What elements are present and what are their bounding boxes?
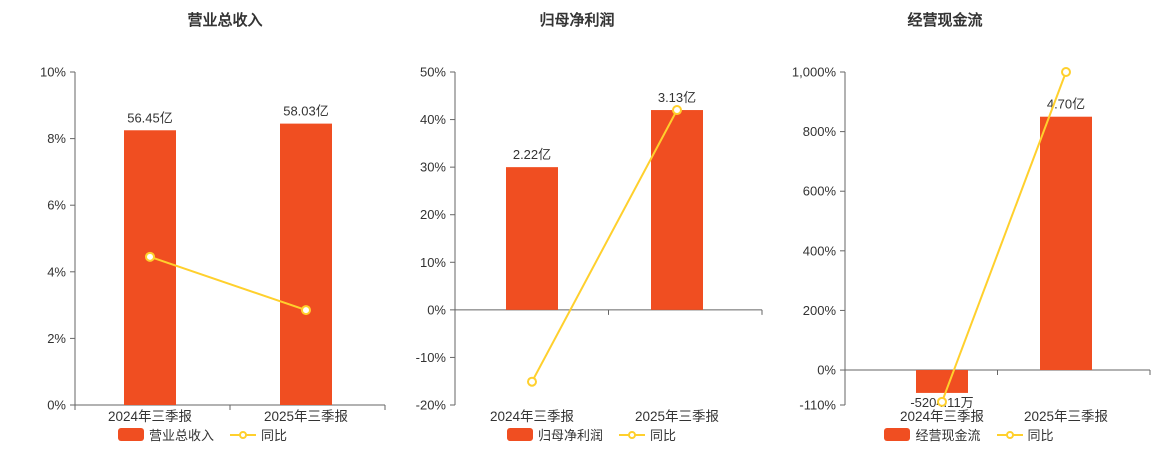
- x-category-label: 2025年三季报: [635, 409, 719, 424]
- legend-item-line-series[interactable]: 同比: [996, 425, 1054, 444]
- bar: [651, 110, 703, 310]
- chart-title: 经营现金流: [907, 12, 983, 29]
- bar-series-swatch: [117, 428, 144, 441]
- bar: [280, 123, 332, 406]
- yoy-point: [301, 305, 311, 316]
- x-category-label: 2024年三季报: [490, 409, 574, 424]
- x-category-label: 2024年三季报: [900, 409, 984, 424]
- y-tick-label: 2%: [47, 331, 66, 346]
- y-tick-label: 4%: [47, 264, 66, 279]
- chart-plot-2: -110%0%200%400%600%800%1,000%-5204.11万4.…: [792, 65, 1151, 424]
- yoy-point: [1061, 67, 1071, 77]
- y-tick-label: 40%: [420, 112, 446, 127]
- legend-item-line-series[interactable]: 同比: [230, 425, 287, 444]
- y-tick-label: -20%: [416, 398, 447, 413]
- x-category-label: 2025年三季报: [1024, 409, 1108, 424]
- chart-plot-1: -20% -10% 0% 10% 20% 30% 40% 50% 2.22亿 3.13亿 2024年…: [416, 65, 763, 424]
- legend-item-bar-series[interactable]: 经营现金流: [884, 425, 981, 444]
- bar-value-label: 4.70亿: [1047, 97, 1085, 112]
- bar-value-label: 56.45亿: [127, 110, 173, 125]
- chart-legend: 归母净利润 同比: [405, 425, 778, 444]
- chart-panel-revenue: 0% 2% 4% 6% 8% 10% 56.45亿 58.03亿 2024年三季报 2025年三季…: [0, 0, 405, 450]
- y-tick-label: 8%: [47, 131, 66, 146]
- yoy-point: [937, 396, 947, 407]
- yoy-line: [941, 71, 1067, 403]
- y-tick-label: -110%: [799, 398, 836, 413]
- legend-label-line-series: 同比: [261, 428, 288, 443]
- line-marker-dot: [239, 430, 247, 439]
- chart-plot-0: 0% 2% 4% 6% 8% 10% 56.45亿 58.03亿 2024年三季报 2025年三季…: [40, 65, 386, 424]
- line-series-swatch: [230, 430, 256, 439]
- legend-label-bar-series: 经营现金流: [915, 428, 981, 443]
- legend-label-bar-series: 归母净利润: [537, 428, 603, 443]
- legend-item-bar-series[interactable]: 归母净利润: [506, 425, 603, 444]
- bar-series-swatch: [884, 428, 911, 441]
- chart-title: 归母净利润: [539, 12, 615, 29]
- bar-value-label: 3.13亿: [658, 90, 696, 105]
- line-series-swatch: [996, 430, 1023, 439]
- line-marker-dot: [628, 430, 636, 439]
- yoy-point: [672, 105, 682, 116]
- legend-item-bar-series[interactable]: 营业总收入: [117, 425, 214, 444]
- y-tick-label: 400%: [803, 243, 837, 258]
- legend-label-line-series: 同比: [1027, 428, 1054, 443]
- y-tick-label: -10%: [416, 350, 447, 365]
- bar: [506, 167, 558, 310]
- y-tick-label: 10%: [420, 255, 446, 270]
- y-tick-label: 10%: [40, 65, 66, 80]
- y-tick-label: 0%: [47, 398, 66, 413]
- legend-label-line-series: 同比: [650, 428, 677, 443]
- y-tick-label: 200%: [803, 303, 837, 318]
- x-category-label: 2025年三季报: [264, 409, 348, 424]
- y-tick-label: 6%: [47, 198, 66, 213]
- yoy-line: [531, 109, 678, 383]
- chart-legend: 经营现金流 同比: [778, 425, 1160, 444]
- line-marker-dot: [1005, 430, 1014, 439]
- chart-legend: 营业总收入 同比: [0, 425, 405, 444]
- y-tick-label: 0%: [427, 302, 446, 317]
- yoy-line: [149, 255, 307, 312]
- y-tick-label: 800%: [803, 124, 837, 139]
- line-series-swatch: [619, 430, 645, 439]
- bar: [124, 130, 176, 405]
- bar: [916, 370, 968, 393]
- y-tick-label: 600%: [803, 184, 837, 199]
- y-tick-label: 50%: [420, 65, 446, 80]
- yoy-point: [527, 376, 537, 387]
- bar-value-label: 58.03亿: [283, 104, 329, 119]
- yoy-point: [145, 251, 155, 262]
- chart-panel-net-profit: -20% -10% 0% 10% 20% 30% 40% 50% 2.22亿 3.13亿 2024年…: [405, 0, 778, 450]
- chart-panel-cash-flow: -110%0%200%400%600%800%1,000%-5204.11万4.…: [778, 0, 1160, 450]
- legend-label-bar-series: 营业总收入: [148, 428, 214, 443]
- legend-item-line-series[interactable]: 同比: [619, 425, 676, 444]
- chart-title: 营业总收入: [187, 12, 263, 29]
- y-tick-label: 30%: [420, 160, 446, 175]
- x-category-label: 2024年三季报: [108, 409, 192, 424]
- y-tick-label: 20%: [420, 207, 446, 222]
- bar-value-label: 2.22亿: [513, 147, 551, 162]
- y-tick-label: 1,000%: [792, 65, 837, 80]
- y-tick-label: 0%: [817, 363, 836, 378]
- bar-series-swatch: [506, 428, 533, 441]
- bar: [1040, 116, 1092, 371]
